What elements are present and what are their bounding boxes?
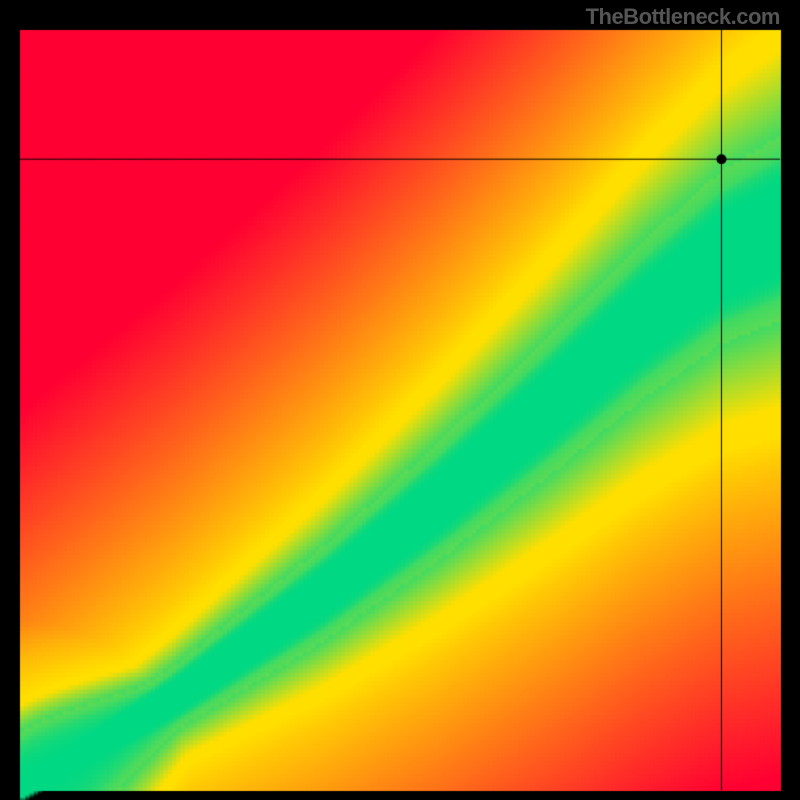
bottleneck-heatmap-canvas (0, 0, 800, 800)
chart-container: TheBottleneck.com (0, 0, 800, 800)
watermark-text: TheBottleneck.com (586, 4, 780, 30)
